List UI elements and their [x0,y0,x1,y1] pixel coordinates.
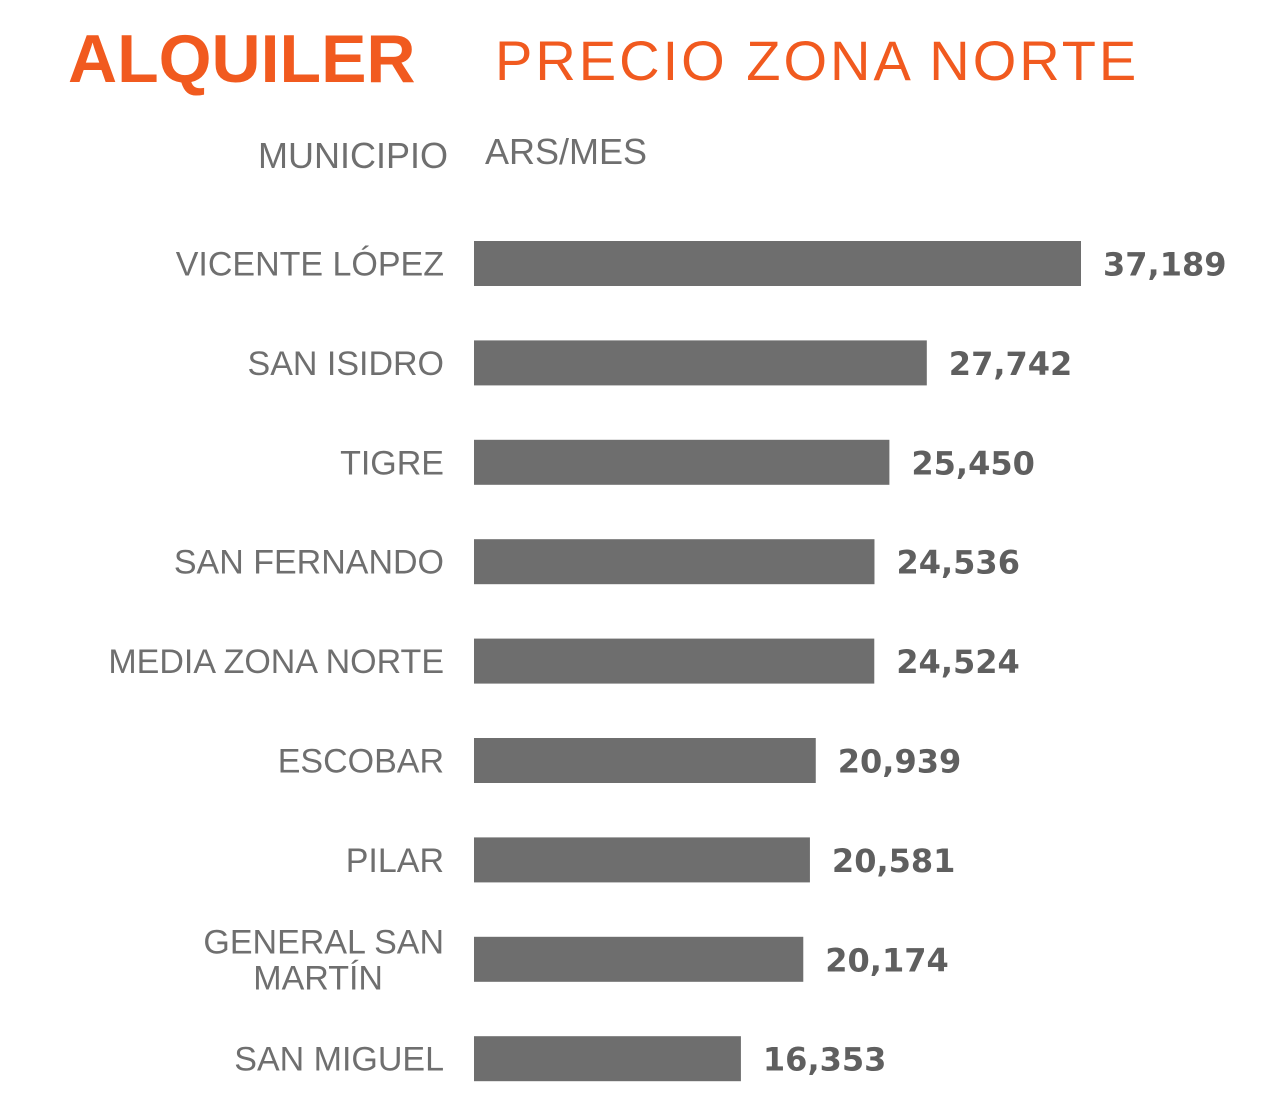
bar [474,539,875,585]
title-main: ALQUILER [68,21,416,97]
category-label: GENERAL SAN MARTÍN [203,923,444,997]
bar [474,936,804,982]
bar [474,738,816,783]
category-label: TIGRE [340,444,444,482]
bar [474,340,927,386]
value-label: 16,353 [763,1041,886,1079]
bar [474,837,810,883]
value-column-header: ARS/MES [485,131,647,172]
category-column-header: MUNICIPIO [258,135,448,176]
bar [474,638,875,684]
value-label: 27,742 [949,345,1072,383]
bar [474,1036,741,1082]
bar [474,439,890,485]
value-label: 24,536 [896,544,1019,582]
category-label-line: MARTÍN [253,959,383,997]
value-label: 20,174 [825,941,948,979]
value-label: 25,450 [911,444,1034,482]
category-label: SAN FERNANDO [174,544,444,582]
bars-group: VICENTE LÓPEZ 37,189 SAN ISIDRO 27,742 TIGRE… [108,241,1226,1082]
chart-title: ALQUILER PRECIO ZONA NORTE [68,21,1139,97]
value-label: 24,524 [896,643,1019,681]
category-label: MEDIA ZONA NORTE [108,643,444,681]
bar [474,241,1081,286]
category-label: SAN ISIDRO [248,345,444,383]
category-label: SAN MIGUEL [234,1041,444,1079]
category-label: PILAR [346,842,444,880]
category-label: ESCOBAR [278,743,444,781]
value-label: 20,581 [832,842,955,880]
value-label: 20,939 [838,743,961,781]
category-label-line: GENERAL SAN [203,923,444,961]
category-label: VICENTE LÓPEZ [176,246,444,284]
title-subtitle: PRECIO ZONA NORTE [495,29,1139,92]
value-label: 37,189 [1103,246,1226,284]
